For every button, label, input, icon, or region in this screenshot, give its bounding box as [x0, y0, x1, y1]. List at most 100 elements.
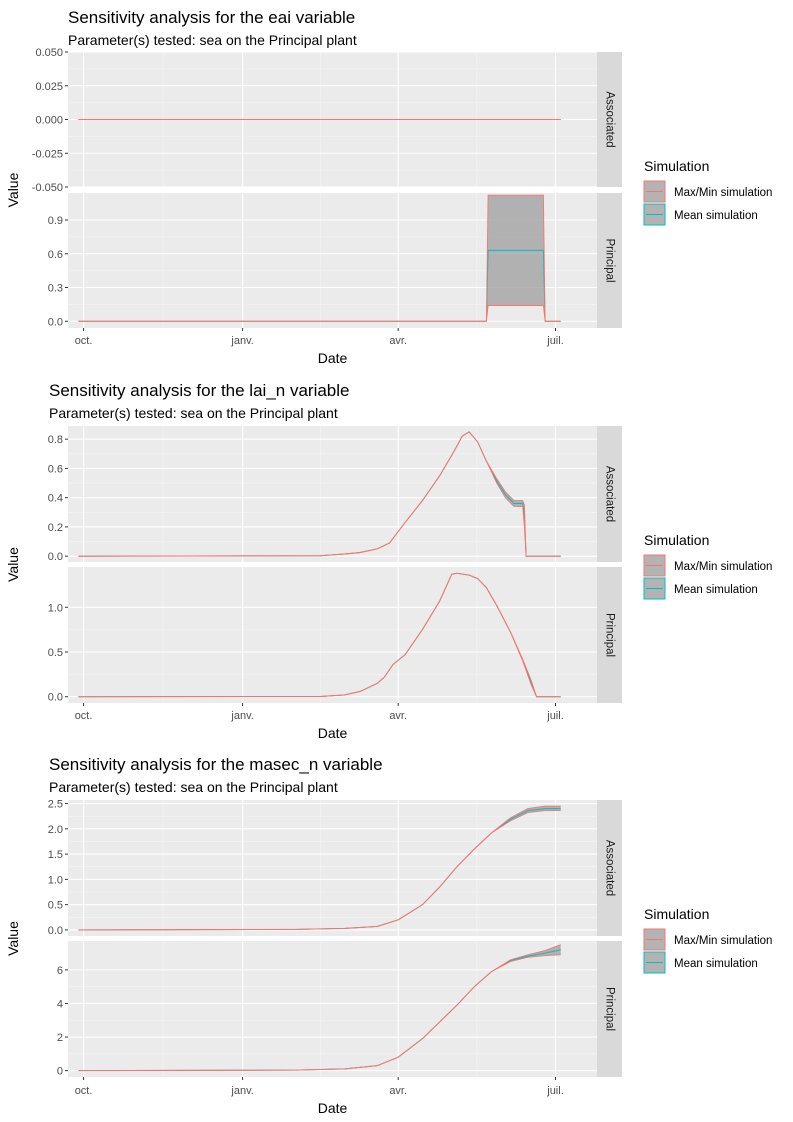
panel-principal: 0.0 0.5 1.0 Principal oct. janv. avr. juil.	[48, 567, 622, 722]
y-tick-label: 0.000	[35, 115, 63, 127]
y-tick-label: 0	[57, 1066, 63, 1078]
y-tick-label: 0.2	[48, 522, 63, 534]
legend-entry: Max/Min simulation	[643, 554, 772, 577]
legend-entry: Mean simulation	[643, 951, 758, 974]
x-tick-label: janv.	[230, 1085, 253, 1097]
strip-background	[597, 52, 622, 187]
min-line	[78, 572, 561, 698]
x-tick-label: janv.	[230, 710, 253, 722]
y-tick-label: 0.0	[48, 551, 63, 563]
legend-entry: Mean simulation	[643, 577, 758, 600]
legend-entry: Max/Min simulation	[643, 928, 772, 951]
chart-2: Sensitivity analysis for the lai_n varia…	[5, 381, 772, 741]
strip-background	[597, 426, 622, 562]
x-tick-label: avr.	[389, 335, 407, 347]
y-tick-label: 0.4	[48, 493, 63, 505]
y-tick-label: 4	[57, 998, 63, 1010]
panel-background	[68, 800, 597, 936]
y-tick-label: 1.5	[48, 849, 63, 861]
y-axis-label: Value	[5, 921, 21, 956]
x-tick-label: oct.	[75, 710, 93, 722]
strip-background	[597, 941, 622, 1077]
x-tick-label: oct.	[75, 335, 93, 347]
legend: Simulation Max/Min simulation Mean simulat…	[643, 158, 772, 226]
y-tick-label: 2.5	[48, 799, 63, 811]
x-tick-label: juil.	[546, 710, 564, 722]
y-axis-label: Value	[5, 172, 21, 207]
chart-title: Sensitivity analysis for the eai variabl…	[68, 8, 355, 27]
y-tick-label: 0.9	[48, 215, 63, 227]
y-tick-label: 2.0	[48, 824, 63, 836]
legend-label: Max/Min simulation	[674, 187, 772, 199]
legend-label: Mean simulation	[674, 584, 758, 596]
chart-title: Sensitivity analysis for the lai_n varia…	[49, 381, 349, 400]
legend: Simulation Max/Min simulation Mean simulat…	[643, 532, 772, 600]
chart-3: Sensitivity analysis for the masec_n var…	[5, 755, 772, 1116]
legend-label: Mean simulation	[674, 958, 758, 970]
x-tick-label: juil.	[546, 1085, 564, 1097]
y-tick-label: 0.0	[48, 692, 63, 704]
y-tick-label: 0.8	[48, 434, 63, 446]
strip-label: Associated	[604, 466, 616, 522]
legend: Simulation Max/Min simulation Mean simulat…	[643, 906, 772, 974]
y-tick-label: 0.0	[48, 925, 63, 937]
y-tick-label: 0.5	[48, 900, 63, 912]
x-tick-label: janv.	[230, 335, 253, 347]
minmax-ribbon	[78, 195, 561, 322]
x-axis-label: Date	[318, 350, 348, 366]
y-tick-label: 1.0	[48, 874, 63, 886]
panel-principal: 0.0 0.3 0.6 0.9 Principal oct. janv. avr. juil.	[48, 193, 622, 347]
panel-principal: 0 2 4 6 Principal oct. janv. avr. juil.	[57, 941, 622, 1097]
strip-label: Principal	[604, 987, 616, 1031]
min-line	[78, 431, 561, 557]
strip-background	[597, 193, 622, 328]
strip-label: Associated	[604, 840, 616, 896]
legend-entry: Max/Min simulation	[643, 180, 772, 203]
x-tick-label: juil.	[546, 335, 564, 347]
y-tick-label: -0.025	[32, 148, 63, 160]
strip-label: Principal	[604, 613, 616, 657]
panel-background	[68, 426, 597, 562]
chart-subtitle: Parameter(s) tested: sea on the Principa…	[68, 32, 357, 48]
panel-background	[68, 941, 597, 1077]
y-tick-label: 0.050	[35, 47, 63, 59]
strip-background	[597, 567, 622, 703]
panel-associated: 0.0 0.5 1.0 1.5 2.0 2.5 Associated	[48, 799, 622, 937]
y-tick-label: 0.6	[48, 249, 63, 261]
legend-label: Max/Min simulation	[674, 561, 772, 573]
legend-entry: Mean simulation	[643, 203, 758, 226]
panel-associated: 0.0 0.2 0.4 0.6 0.8 Associated	[48, 426, 622, 563]
strip-label: Principal	[604, 238, 616, 282]
y-tick-label: 0.3	[48, 283, 63, 295]
strip-label: Associated	[604, 91, 616, 147]
legend-label: Max/Min simulation	[674, 935, 772, 947]
legend-title: Simulation	[644, 158, 709, 174]
min-line	[78, 305, 561, 322]
x-axis-label: Date	[318, 1100, 348, 1116]
x-tick-label: avr.	[389, 710, 407, 722]
legend-label: Mean simulation	[674, 210, 758, 222]
strip-background	[597, 800, 622, 936]
y-tick-label: 0.0	[48, 316, 63, 328]
min-line	[78, 810, 561, 931]
panel-background	[68, 567, 597, 703]
y-axis-label: Value	[5, 547, 21, 582]
x-tick-label: oct.	[75, 1085, 93, 1097]
legend-title: Simulation	[644, 532, 709, 548]
panel-associated: -0.050 -0.025 0.000 0.025 0.050 Associated	[32, 47, 622, 194]
legend-title: Simulation	[644, 906, 709, 922]
chart-subtitle: Parameter(s) tested: sea on the Principa…	[49, 779, 338, 795]
x-tick-label: avr.	[389, 1085, 407, 1097]
min-line	[78, 954, 561, 1072]
y-tick-label: 0.6	[48, 463, 63, 475]
x-axis-label: Date	[318, 725, 348, 741]
y-tick-label: 1.0	[48, 602, 63, 614]
chart-subtitle: Parameter(s) tested: sea on the Principa…	[49, 405, 338, 421]
y-tick-label: 2	[57, 1032, 63, 1044]
y-tick-label: 6	[57, 965, 63, 977]
y-tick-label: -0.050	[32, 182, 63, 194]
chart-1: Sensitivity analysis for the eai variabl…	[5, 8, 772, 366]
chart-title: Sensitivity analysis for the masec_n var…	[49, 755, 383, 774]
y-tick-label: 0.5	[48, 647, 63, 659]
